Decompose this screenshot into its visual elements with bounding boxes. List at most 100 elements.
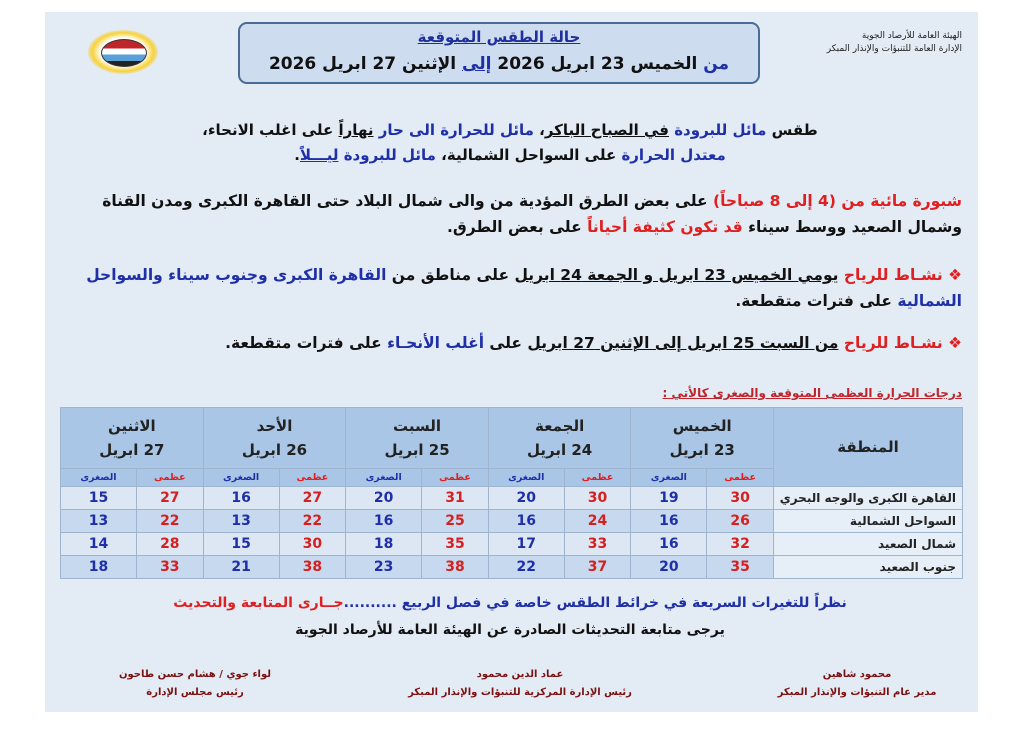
text: على مناطق من: [386, 266, 515, 284]
day-header: الجمعة 24 ابريل: [487, 407, 632, 469]
region-name: القاهرة الكبرى والوجه البحري: [773, 486, 963, 510]
wind-paragraph-1: ❖ نشـاط للرياح يومي الخميس 23 ابريل و ال…: [52, 262, 962, 314]
max-temp: 28: [135, 532, 204, 556]
min-temp: 20: [630, 555, 708, 579]
min-temp: 20: [487, 486, 565, 510]
update-notice: نظراً للتغيرات السريعة في خرائط الطقس خا…: [60, 595, 960, 611]
day-date: 24 ابريل: [527, 441, 593, 459]
text: قد تكون كثيفة أحياناً: [587, 218, 743, 236]
day-header: الخميس 23 ابريل: [630, 407, 774, 469]
min-temp: 18: [345, 532, 423, 556]
organization-header: الهيئة العامة للأرصاد الجوية الإدارة الع…: [827, 30, 962, 56]
table-caption: درجات الحرارة العظمى المتوقعة والصغرى كا…: [662, 386, 962, 400]
signer-name: لواء جوي / هشام حسن طاحون: [118, 669, 272, 680]
to-word: إلى: [462, 54, 492, 74]
day-name: الخميس: [672, 417, 732, 435]
ema-logo: [88, 30, 158, 74]
text: .: [294, 146, 300, 164]
day-name: الأحد: [256, 417, 293, 435]
follow-updates-note: يرجى متابعة التحديثات الصادرة عن الهيئة …: [295, 622, 725, 638]
max-label: عظمى: [135, 468, 204, 487]
bulletin-page: [45, 12, 978, 712]
text: نشـاط للرياح: [843, 334, 943, 352]
max-temp: 31: [421, 486, 489, 510]
max-temp: 25: [421, 509, 489, 533]
signer-name: عماد الدين محمود: [476, 669, 564, 680]
signer-role: رئيس الإدارة المركزية للتنبؤات والإنذار …: [408, 687, 632, 698]
text: على: [484, 334, 528, 352]
max-temp: 33: [135, 555, 204, 579]
min-temp: 22: [487, 555, 565, 579]
table-row: جنوب الصعيد 35 20 37 22 38 23 38 21 33 18: [60, 555, 963, 579]
min-temp: 15: [202, 532, 280, 556]
day-date: 26 ابريل: [241, 441, 308, 459]
diamond-bullet-icon: ❖: [942, 266, 962, 284]
day-name: السبت: [393, 417, 442, 435]
signer-role: مدير عام التنبؤات والإنذار المبكر: [777, 687, 937, 698]
text: مائل للحرارة الى حار: [378, 121, 534, 139]
day-header: الاثنين 27 ابريل: [60, 407, 204, 469]
min-temp: 23: [345, 555, 423, 579]
signer-role: رئيس مجلس الإدارة: [146, 687, 244, 698]
max-temp: 35: [706, 555, 774, 579]
from-word: من: [703, 54, 730, 74]
max-label: عظمى: [706, 468, 774, 487]
max-temp: 24: [563, 509, 632, 533]
region-name: السواحل الشمالية: [773, 509, 963, 533]
region-header: المنطقة: [773, 407, 963, 487]
min-temp: 19: [630, 486, 708, 510]
text: على السواحل الشمالية،: [435, 146, 622, 164]
text: شبورة مائية من (4 إلى 8 صباحاً): [713, 192, 962, 210]
min-temp: 16: [345, 509, 423, 533]
table-row: شمال الصعيد 32 16 33 17 35 18 30 15 28 14: [60, 532, 963, 556]
text: في الصباح الباكر: [544, 121, 669, 139]
text: طقس: [766, 121, 818, 139]
min-temp: 16: [630, 532, 708, 556]
text: جــارى المتابعة والتحديث: [173, 595, 344, 611]
min-temp: 13: [202, 509, 280, 533]
text: نهاراً: [338, 121, 374, 139]
text: من السبت 25 ابريل إلى الإثنين 27 ابريل: [527, 334, 839, 352]
wind-paragraph-2: ❖ نشـاط للرياح من السبت 25 ابريل إلى الإ…: [52, 330, 962, 356]
text: على اغلب الانحاء،: [202, 121, 339, 139]
min-label: الصغرى: [202, 468, 280, 487]
end-date: الإثنين 27 ابريل 2026: [268, 54, 463, 74]
min-label: الصغرى: [487, 468, 565, 487]
max-temp: 38: [421, 555, 489, 579]
text: معتدل الحرارة: [621, 146, 726, 164]
max-label: عظمى: [563, 468, 632, 487]
text: نشـاط للرياح: [843, 266, 943, 284]
text: ليـــلاً: [299, 146, 339, 164]
min-temp: 14: [60, 532, 137, 556]
text: نظراً للتغيرات السريعة في خرائط الطقس خا…: [343, 595, 847, 611]
text: يومي الخميس 23 ابريل و الجمعة 24 ابريل: [514, 266, 839, 284]
signature-block: عماد الدين محمود رئيس الإدارة المركزية لل…: [370, 666, 670, 702]
title-box: حالة الطقس المتوقعة من الخميس 23 ابريل 2…: [238, 22, 760, 84]
text: مائل للبرودة: [674, 121, 767, 139]
page-title: حالة الطقس المتوقعة: [417, 28, 581, 46]
max-temp: 35: [421, 532, 489, 556]
text: على بعض الطرق المؤدية من والى شمال البلا…: [102, 192, 962, 236]
max-temp: 32: [706, 532, 774, 556]
max-label: عظمى: [421, 468, 489, 487]
start-date: الخميس 23 ابريل 2026: [491, 54, 704, 74]
max-temp: 38: [278, 555, 347, 579]
min-label: الصغرى: [60, 468, 137, 487]
max-temp: 27: [135, 486, 204, 510]
text: على فترات متقطعة.: [225, 334, 388, 352]
table-row: القاهرة الكبرى والوجه البحري 30 19 30 20 31 20…: [60, 486, 963, 510]
day-name: الاثنين: [107, 417, 156, 435]
day-date: 25 ابريل: [384, 441, 450, 459]
text: ،: [533, 121, 545, 139]
signature-block: لواء جوي / هشام حسن طاحون رئيس مجلس الإدا…: [95, 666, 295, 702]
text: على بعض الطرق.: [446, 218, 588, 236]
min-temp: 13: [60, 509, 137, 533]
text: على فترات متقطعة.: [735, 292, 898, 310]
temperature-table: المنطقة الخميس 23 ابريل الجمعة 24 ابريل السبت…: [60, 407, 963, 579]
fog-paragraph: شبورة مائية من (4 إلى 8 صباحاً) على بعض …: [52, 188, 962, 240]
max-temp: 37: [563, 555, 632, 579]
max-temp: 22: [278, 509, 347, 533]
org-department: الإدارة العامة للتنبؤات والإنذار المبكر: [826, 44, 962, 54]
max-temp: 30: [706, 486, 774, 510]
day-date: 23 ابريل: [669, 441, 735, 459]
